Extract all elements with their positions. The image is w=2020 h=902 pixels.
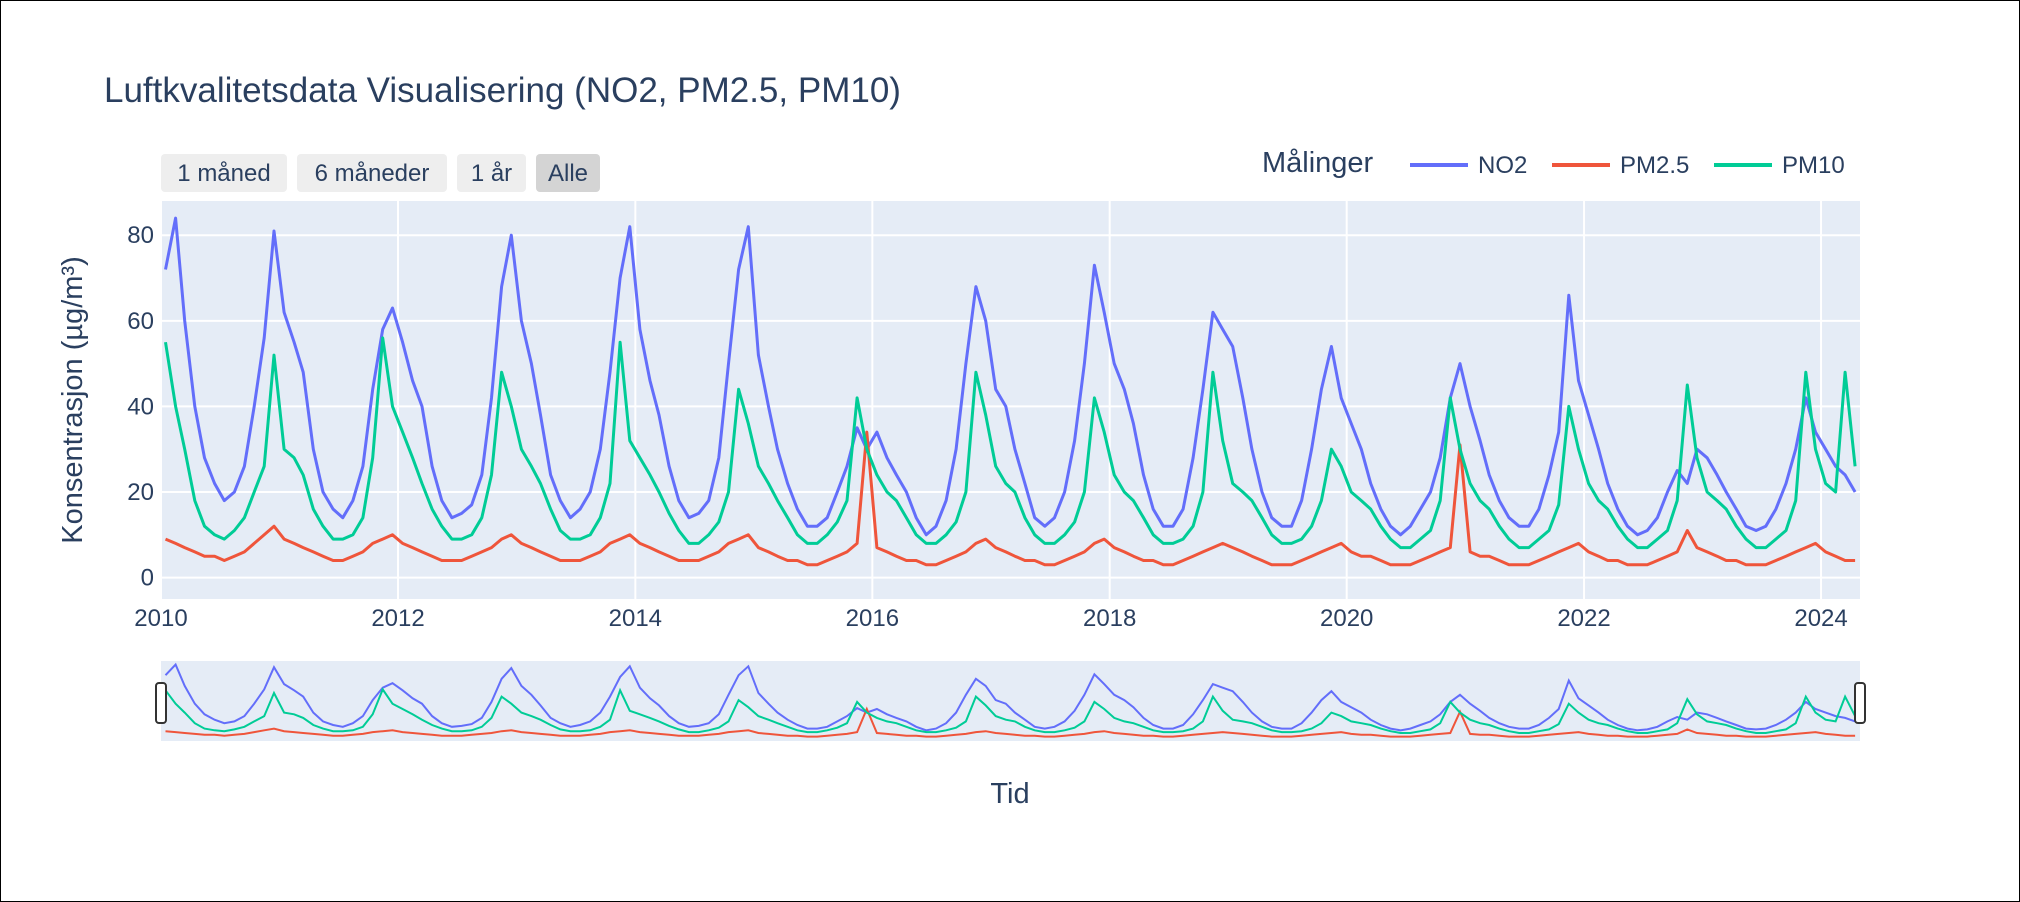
- range-button-bg: [297, 154, 447, 192]
- x-tick-label: 2020: [1320, 605, 1373, 632]
- legend-item-pm25[interactable]: PM2.5: [1552, 152, 1689, 179]
- x-axis-title: Tid: [990, 778, 1029, 810]
- range-button-bg: [536, 154, 600, 192]
- legend-item-pm10[interactable]: PM10: [1714, 152, 1845, 179]
- range-slider-left-handle[interactable]: [155, 682, 167, 724]
- range-button-label: 1 måned: [177, 160, 270, 187]
- legend-title: Målinger: [1262, 147, 1374, 179]
- y-tick-label: 60: [127, 308, 154, 335]
- x-tick-label: 2018: [1083, 605, 1136, 632]
- x-tick-label: 2014: [609, 605, 662, 632]
- range-button-1[interactable]: 6 måneder: [297, 154, 447, 192]
- series-line-pm25: [164, 430, 1856, 567]
- x-tick-label: 2024: [1794, 605, 1847, 632]
- range-button-label: 6 måneder: [315, 160, 430, 187]
- y-tick-labels: 0 20 40 60 80: [127, 222, 154, 591]
- range-button-0[interactable]: 1 måned: [161, 154, 287, 192]
- x-tick-label: 2012: [371, 605, 424, 632]
- chart-title: Luftkvalitetsdata Visualisering (NO2, PM…: [104, 71, 901, 110]
- legend: Målinger NO2 PM2.5 PM10: [1262, 147, 1845, 179]
- series-line-no2: [164, 216, 1857, 537]
- range-button-2[interactable]: 1 år: [457, 154, 526, 192]
- range-selector: 1 måned 6 måneder 1 år Alle: [161, 154, 600, 192]
- series-line-pm10: [164, 336, 1857, 550]
- plot-lines: [164, 216, 1857, 567]
- legend-item-no2[interactable]: NO2: [1410, 152, 1527, 179]
- range-button-label: Alle: [548, 160, 588, 187]
- x-tick-labels: 2010 2012 2014 2016 2018 2020 2022 2024: [134, 605, 1847, 632]
- legend-label: PM10: [1782, 152, 1845, 179]
- legend-label: NO2: [1478, 152, 1527, 179]
- y-axis-title: Konsentrasjon (µg/m³): [57, 256, 89, 543]
- slider-line-pm10: [164, 687, 1856, 734]
- plot-background: [161, 201, 1860, 599]
- range-button-3[interactable]: Alle: [536, 154, 600, 192]
- x-tick-label: 2022: [1557, 605, 1610, 632]
- legend-label: PM2.5: [1620, 152, 1689, 179]
- y-tick-label: 0: [141, 565, 154, 592]
- y-tick-label: 40: [127, 393, 154, 420]
- range-button-bg: [457, 154, 526, 192]
- y-gridlines: [161, 234, 1860, 579]
- slider-line-no2: [164, 662, 1856, 732]
- range-slider-right-handle[interactable]: [1854, 682, 1866, 724]
- range-button-label: 1 år: [471, 160, 512, 187]
- x-tick-label: 2016: [846, 605, 899, 632]
- y-tick-label: 20: [127, 479, 154, 506]
- range-button-bg: [161, 154, 287, 192]
- range-slider-lines: [164, 662, 1856, 738]
- range-slider-background[interactable]: [161, 661, 1860, 741]
- y-tick-label: 80: [127, 222, 154, 249]
- slider-line-pm25: [165, 706, 1856, 738]
- x-tick-label: 2010: [134, 605, 187, 632]
